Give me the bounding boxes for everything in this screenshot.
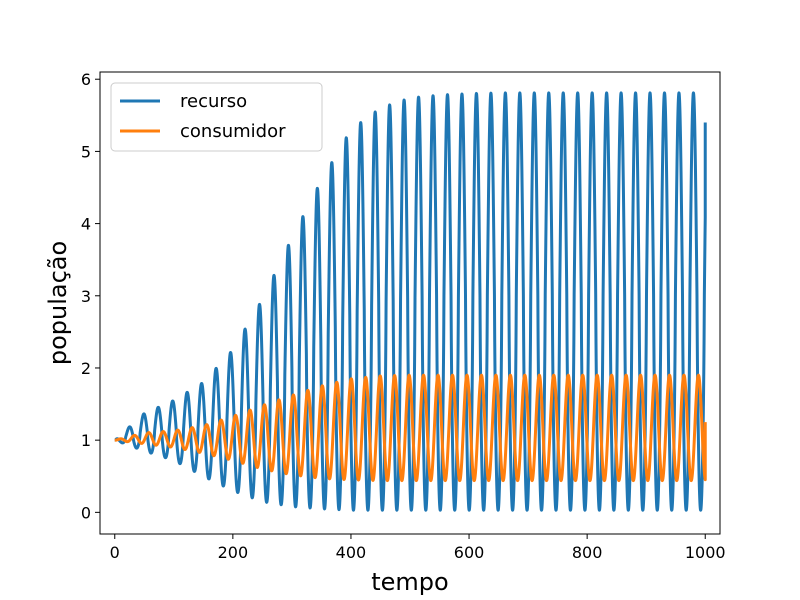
x-axis-title: tempo xyxy=(371,568,448,596)
legend-label-recurso: recurso xyxy=(180,91,247,112)
y-tick-label: 5 xyxy=(81,142,91,161)
series-layer xyxy=(113,91,707,512)
y-tick-label: 3 xyxy=(81,287,91,306)
x-tick-label: 400 xyxy=(336,543,367,562)
y-axis: 0 1 2 3 4 5 6 xyxy=(81,70,100,522)
legend-label-consumidor: consumidor xyxy=(180,121,286,142)
x-tick-label: 1000 xyxy=(685,543,726,562)
y-tick-label: 1 xyxy=(81,431,91,450)
y-tick-label: 2 xyxy=(81,359,91,378)
series-line-recurso xyxy=(113,91,707,512)
plot-frame xyxy=(99,71,721,535)
legend-box xyxy=(110,82,323,152)
y-tick-label: 0 xyxy=(81,503,91,522)
y-tick-label: 4 xyxy=(81,215,91,234)
x-tick-label: 0 xyxy=(110,543,120,562)
y-axis-title: população xyxy=(44,241,72,365)
x-tick-label: 800 xyxy=(572,543,603,562)
x-tick-label: 600 xyxy=(454,543,485,562)
series-line-consumidor xyxy=(113,373,707,483)
legend: recurso consumidor xyxy=(110,82,323,152)
y-tick-label: 6 xyxy=(81,70,91,89)
x-axis: 0 200 400 600 800 1000 xyxy=(110,534,726,562)
x-tick-label: 200 xyxy=(218,543,249,562)
